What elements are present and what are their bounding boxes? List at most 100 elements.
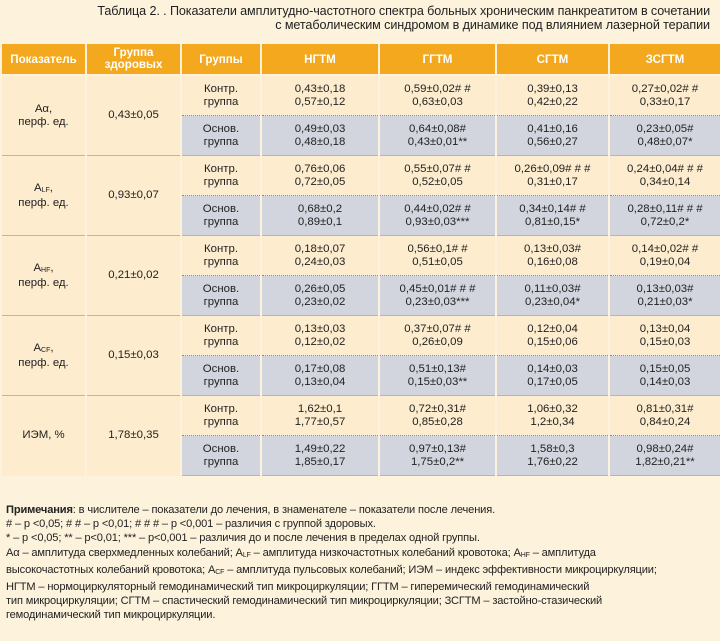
value-after: 0,43±0,01** <box>407 135 468 148</box>
table-row: Aα, перф. ед. 0,43±0,05 Контр. группа 0,43±0,… <box>0 74 720 156</box>
value-before: Основ. <box>202 122 240 135</box>
indicator-main: Aα, <box>34 102 53 115</box>
healthy-value: 1,78±0,35 <box>85 395 182 476</box>
cell-sgtm-control: 0,12±0,04 0,15±0,06 <box>495 315 610 356</box>
notes-l5b: – амплитуда пульсовых колебаний; ИЭМ – и… <box>224 563 657 576</box>
cell-ngtm-control: 0,76±0,06 0,72±0,05 <box>260 155 380 196</box>
cell-zsgtm-control: 0,27±0,02# #0,33±0,17 <box>608 74 720 116</box>
indicator-subscript: HF <box>41 266 51 274</box>
value-after: 1,77±0,57 <box>294 415 346 428</box>
indicator-subscript: LF <box>41 186 50 194</box>
indicator-cell: AHF, перф. ед. <box>0 235 87 316</box>
cell-zsgtm-control: 0,24±0,04# # #0,34±0,14 <box>608 155 720 196</box>
cell-ngtm-main: 0,26±0,05 0,23±0,02 <box>260 275 380 316</box>
cell-zsgtm-main: 0,98±0,24# 1,82±0,21** <box>608 435 720 476</box>
data-table: Показатель Группа здоровых Группы НГТМ Г… <box>0 42 720 476</box>
cell-ggtm-control: 0,37±0,07# #0,26±0,09 <box>378 315 497 356</box>
cell-ngtm-control: 0,13±0,03 0,12±0,02 <box>260 315 380 356</box>
value-after: 0,23±0,04* <box>524 295 581 308</box>
value-before: 0,13±0,03# <box>524 242 581 255</box>
indicator-main: A <box>33 261 42 274</box>
value-before: Контр. <box>204 82 238 95</box>
notes-l5-sub-cf: CF <box>215 568 225 576</box>
table-row: Основ. группа 0,26±0,05 0,23±0,02 0,45±0,01#… <box>1 275 720 316</box>
value-after: 0,48±0,07* <box>637 135 693 148</box>
table-row: ACF, перф. ед. 0,15±0,03 Контр. группа 0,13±0… <box>0 315 720 396</box>
cell-ngtm-main: 1,49±0,22 1,85±0,17 <box>260 435 380 476</box>
value-before: 0,18±0,07 <box>294 242 346 255</box>
value-after: 0,84±0,24 <box>639 415 691 428</box>
value-after: 0,13±0,04 <box>294 375 346 388</box>
value-after: 0,33±0,17 <box>639 95 691 108</box>
value-before: 0,34±0,14# # <box>519 202 586 215</box>
cell-ggtm-main: 0,45±0,01# # #0,23±0,03*** <box>378 275 497 316</box>
indicator-unit: перф. ед. <box>18 276 69 289</box>
notes-line-6: НГТМ – нормоциркуляторный гемодинамическ… <box>6 581 590 594</box>
cell-ggtm-control: 0,72±0,31# 0,85±0,28 <box>378 395 497 436</box>
healthy-value: 0,21±0,02 <box>85 235 182 316</box>
value-after: 0,21±0,03* <box>637 295 693 308</box>
healthy-value: 0,15±0,03 <box>85 315 182 396</box>
value-before: 0,59±0,02# # <box>404 82 471 95</box>
indicator-cell: ACF, перф. ед. <box>0 315 87 396</box>
table-row: AHF, перф. ед. 0,21±0,02 Контр. группа 0,18±0… <box>0 235 720 316</box>
value-after: группа <box>203 215 239 228</box>
group-main: Основ. группа <box>180 435 262 476</box>
value-before: 0,39±0,13 <box>527 82 578 95</box>
indicator-label: AHF, <box>2 262 85 277</box>
value-after: группа <box>203 295 239 308</box>
notes-l4b: – амплитуда низкочастотных колебаний кро… <box>250 546 521 559</box>
cell-sgtm-control: 0,13±0,03# 0,16±0,08 <box>495 235 610 276</box>
value-after: 1,85±0,17 <box>294 455 346 468</box>
cell-sgtm-main: 0,41±0,16 0,56±0,27 <box>495 115 610 156</box>
cell-zsgtm-main: 0,23±0,05# 0,48±0,07* <box>608 115 720 156</box>
notes-line-1-text: : в числителе – показатели до лечения, в… <box>72 504 496 516</box>
value-before: 0,14±0,02# # <box>631 242 699 255</box>
cell-sgtm-control: 0,39±0,13 0,42±0,22 <box>495 74 610 116</box>
cell-ngtm-main: 0,17±0,08 0,13±0,04 <box>260 355 380 396</box>
value-before: Контр. <box>204 322 238 335</box>
table-body: Aα, перф. ед. 0,43±0,05 Контр. группа 0,43±0,… <box>0 74 720 476</box>
cell-zsgtm-main: 0,13±0,03# 0,21±0,03* <box>608 275 720 316</box>
value-before: 0,11±0,03# <box>524 282 581 295</box>
value-after: 0,72±0,2* <box>640 215 690 228</box>
table-row: Основ. группа 0,17±0,08 0,13±0,04 0,51±0,13#… <box>1 355 720 396</box>
value-after: 0,23±0,03*** <box>405 295 470 308</box>
value-before: 1,62±0,1 <box>297 402 343 415</box>
cell-sgtm-main: 0,34±0,14# #0,81±0,15* <box>495 195 610 236</box>
cell-sgtm-main: 0,11±0,03# 0,23±0,04* <box>495 275 610 316</box>
indicator-main: A <box>33 341 42 354</box>
group-main: Основ. группа <box>180 355 262 396</box>
value-before: 0,45±0,01# # # <box>399 282 476 295</box>
value-before: 0,28±0,11# # # <box>627 202 703 215</box>
notes-line-8: гемодинамический тип микроциркуляции. <box>6 609 216 622</box>
cell-zsgtm-control: 0,13±0,04 0,15±0,03 <box>608 315 720 356</box>
value-before: 0,23±0,05# <box>636 122 694 135</box>
value-before: 1,06±0,32 <box>527 402 578 415</box>
value-before: 0,12±0,04 <box>527 322 578 335</box>
value-after: 0,14±0,03 <box>639 375 691 388</box>
value-before: 0,72±0,31# <box>409 402 466 415</box>
indicator-label: Aα, <box>2 103 85 116</box>
indicator-unit: перф. ед. <box>18 196 69 209</box>
value-before: 1,58±0,3 <box>530 442 575 455</box>
value-before: 1,49±0,22 <box>294 442 346 455</box>
value-before: 0,27±0,02# # <box>631 82 699 95</box>
notes-line-7: тип микроциркуляции; СГТМ – спастический… <box>6 595 603 608</box>
cell-ngtm-control: 0,43±0,18 0,57±0,12 <box>260 74 380 116</box>
value-before: 0,97±0,13# <box>409 442 466 455</box>
value-before: Основ. <box>202 202 240 215</box>
value-after: 1,82±0,21** <box>635 455 695 468</box>
value-before: 0,49±0,03 <box>294 122 346 135</box>
value-before: 0,14±0,03 <box>527 362 578 375</box>
value-before: 0,51±0,13# <box>409 362 466 375</box>
healthy-value: 0,93±0,07 <box>85 155 182 236</box>
value-before: 0,56±0,1# # <box>407 242 468 255</box>
header-indicator: Показатель <box>0 42 87 76</box>
indicator-suffix: , <box>50 341 54 354</box>
value-before: Контр. <box>204 402 238 415</box>
value-after: группа <box>203 255 239 268</box>
value-after: 0,56±0,27 <box>527 135 578 148</box>
cell-ngtm-main: 0,49±0,03 0,48±0,18 <box>260 115 380 156</box>
indicator-suffix: , <box>50 261 54 274</box>
